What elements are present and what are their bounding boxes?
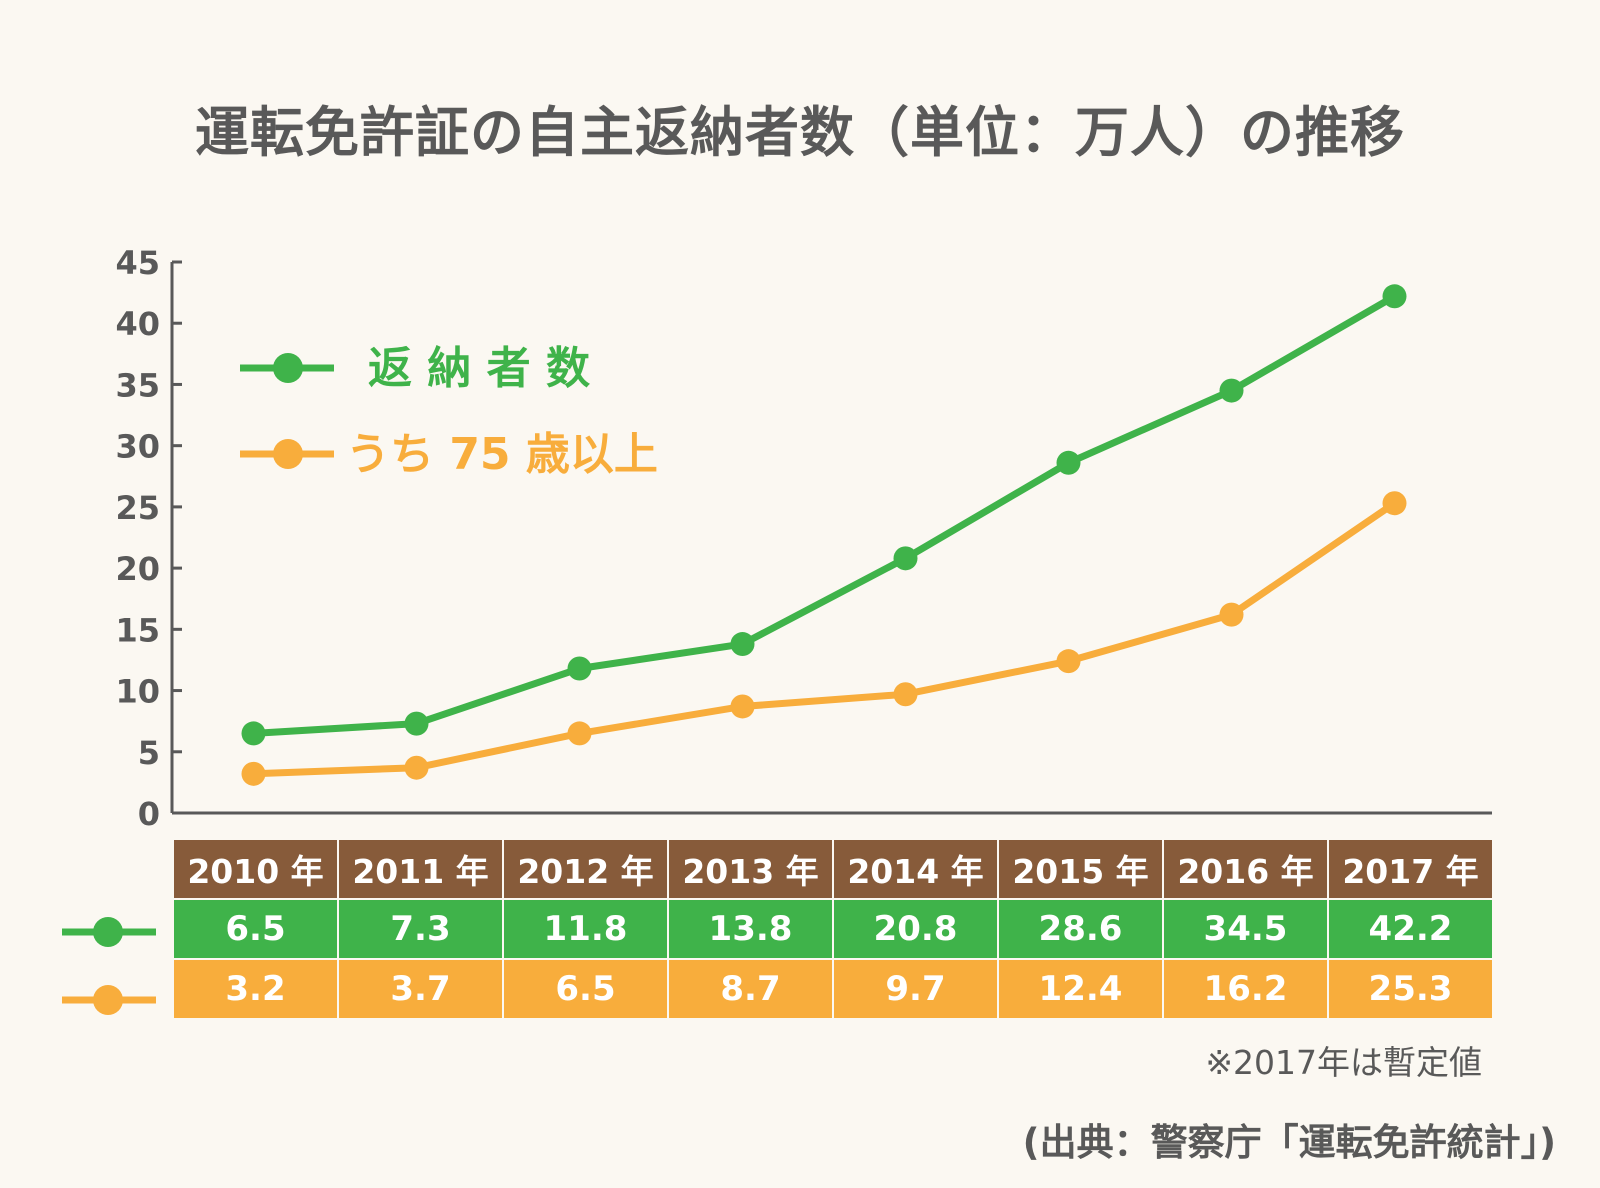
table-marker-over75 [93, 985, 123, 1015]
year-cell: 2014 年 [832, 838, 999, 900]
total-value-cell: 20.8 [832, 898, 999, 960]
y-tick-label: 15 [115, 611, 160, 649]
total-value-cell: 28.6 [997, 898, 1164, 960]
table-row-total: 6.5 7.3 11.8 13.8 20.8 28.6 34.5 42.2 [172, 898, 1494, 960]
y-tick-label: 40 [115, 305, 160, 343]
over75-value-cell: 8.7 [667, 958, 834, 1020]
data-point [567, 721, 592, 746]
year-cell: 2017 年 [1327, 838, 1494, 900]
y-tick-label: 20 [115, 550, 160, 588]
legend-label-total: 返 納 者 数 [368, 343, 590, 394]
data-point [893, 546, 918, 571]
legend-label-over75: うち 75 歳以上 [346, 429, 658, 480]
table-row-over75: 3.2 3.7 6.5 8.7 9.7 12.4 16.2 25.3 [172, 958, 1494, 1020]
data-point [1382, 284, 1407, 309]
data-point [241, 761, 266, 786]
total-value-cell: 11.8 [502, 898, 669, 960]
total-value-cell: 42.2 [1327, 898, 1494, 960]
data-point [567, 656, 592, 681]
legend-marker-total [273, 353, 303, 383]
series-line [253, 293, 1397, 737]
total-value-cell: 7.3 [337, 898, 504, 960]
legend-marker-over75 [273, 439, 303, 469]
series-over75 [241, 491, 1407, 786]
data-point [1382, 491, 1407, 516]
year-cell: 2016 年 [1162, 838, 1329, 900]
year-cell: 2012 年 [502, 838, 669, 900]
y-tick-label: 10 [115, 673, 160, 711]
data-point [730, 632, 755, 657]
legend: 返 納 者 数 うち 75 歳以上 [240, 343, 658, 480]
year-cell: 2013 年 [667, 838, 834, 900]
data-point [1219, 602, 1244, 627]
data-point [1056, 649, 1081, 674]
over75-value-cell: 3.2 [172, 958, 339, 1020]
y-tick-label: 0 [138, 795, 160, 833]
over75-value-cell: 12.4 [997, 958, 1164, 1020]
total-value-cell: 6.5 [172, 898, 339, 960]
provisional-note: ※2017年は暫定値 [1205, 1043, 1482, 1082]
table-row-years: 2010 年 2011 年 2012 年 2013 年 2014 年 2015 … [172, 838, 1494, 900]
over75-value-cell: 9.7 [832, 958, 999, 1020]
data-point [1056, 450, 1081, 475]
y-tick-label: 30 [115, 428, 160, 466]
total-value-cell: 13.8 [667, 898, 834, 960]
source-citation: (出典：警察庁「運転免許統計」) [1022, 1121, 1556, 1164]
table-marker-total [93, 917, 123, 947]
data-point [1219, 378, 1244, 403]
y-tick-label: 35 [115, 366, 160, 404]
chart-title: 運転免許証の自主返納者数（単位：万人）の推移 [195, 101, 1405, 164]
data-point [404, 711, 429, 736]
y-tick-label: 5 [138, 734, 160, 772]
series-line [253, 500, 1397, 778]
year-cell: 2010 年 [172, 838, 339, 900]
over75-value-cell: 3.7 [337, 958, 504, 1020]
data-point [893, 682, 918, 707]
table-row-markers [62, 917, 156, 1015]
over75-value-cell: 6.5 [502, 958, 669, 1020]
y-tick-label: 25 [115, 489, 160, 527]
y-tick-label: 45 [115, 244, 160, 282]
data-table: 2010 年 2011 年 2012 年 2013 年 2014 年 2015 … [172, 838, 1494, 1020]
year-cell: 2015 年 [997, 838, 1164, 900]
data-point [241, 721, 266, 746]
over75-value-cell: 25.3 [1327, 958, 1494, 1020]
year-cell: 2011 年 [337, 838, 504, 900]
series-total [241, 284, 1407, 746]
y-axis: 0 5 10 15 20 25 30 35 40 45 [115, 244, 1492, 833]
total-value-cell: 34.5 [1162, 898, 1329, 960]
over75-value-cell: 16.2 [1162, 958, 1329, 1020]
data-point [730, 694, 755, 719]
data-point [404, 755, 429, 780]
